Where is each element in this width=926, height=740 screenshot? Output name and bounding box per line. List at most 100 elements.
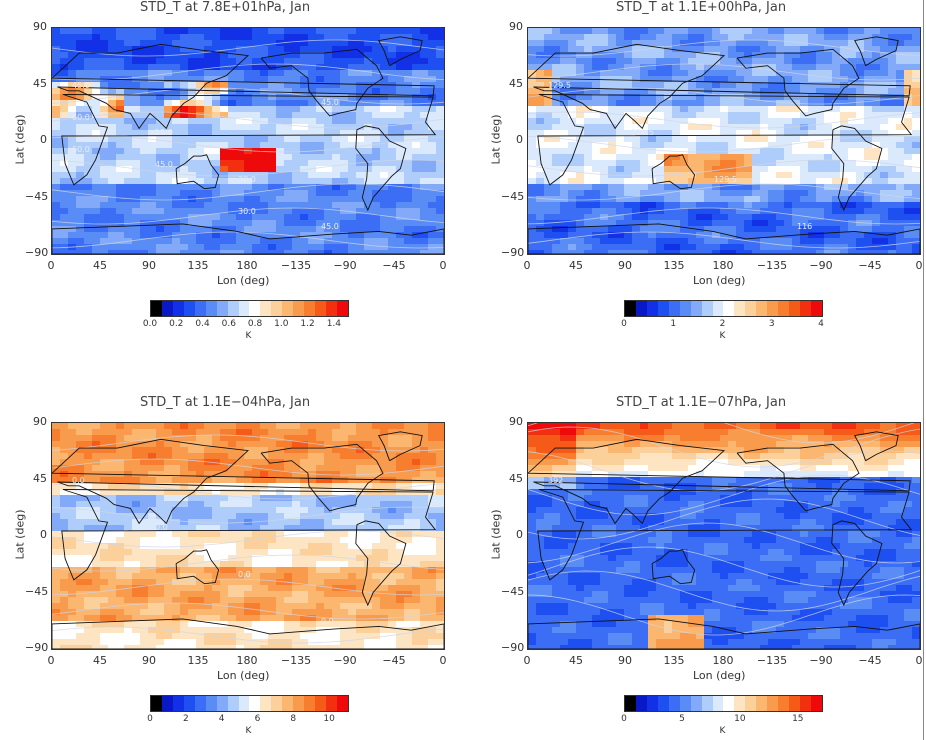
heatmap-cell — [92, 46, 101, 53]
heatmap-cell — [260, 76, 269, 83]
heatmap-cell — [292, 513, 301, 520]
heatmap-cell — [244, 429, 253, 436]
heatmap-cell — [380, 501, 389, 508]
heatmap-cell — [600, 148, 609, 155]
heatmap-cell — [132, 507, 141, 514]
heatmap-cell — [536, 142, 545, 149]
heatmap-cell — [108, 58, 117, 65]
heatmap-cell — [52, 196, 61, 203]
heatmap-cell — [428, 46, 437, 53]
heatmap-cell — [100, 34, 109, 41]
heatmap-cell — [132, 178, 141, 185]
heatmap-cell — [172, 178, 181, 185]
heatmap-cell — [356, 190, 365, 197]
heatmap-cell — [664, 94, 673, 101]
heatmap-cell — [728, 28, 737, 35]
heatmap-cell — [364, 250, 373, 254]
heatmap-cell — [364, 88, 373, 95]
heatmap-cell — [912, 154, 920, 161]
heatmap-cell — [188, 453, 197, 460]
heatmap-cell — [528, 238, 537, 245]
heatmap-cell — [896, 214, 905, 221]
heatmap-cell — [124, 471, 133, 478]
heatmap-cell — [212, 549, 221, 556]
heatmap-cell — [736, 178, 745, 185]
heatmap-cell — [156, 453, 165, 460]
heatmap-cell — [292, 465, 301, 472]
heatmap-cell — [180, 124, 189, 131]
heatmap-cell — [768, 208, 777, 215]
heatmap-cell — [324, 178, 333, 185]
heatmap-cell — [544, 166, 553, 173]
heatmap-cell — [372, 184, 381, 191]
heatmap-cell — [84, 124, 93, 131]
heatmap-cell — [816, 118, 825, 125]
heatmap-cell — [364, 525, 373, 532]
heatmap-cell — [600, 28, 609, 35]
heatmap-cell — [888, 70, 897, 77]
heatmap-cell — [156, 124, 165, 131]
heatmap-cell — [544, 46, 553, 53]
heatmap-cell — [236, 543, 245, 550]
heatmap-cell — [888, 58, 897, 65]
x-tick-label: 0 — [523, 259, 531, 272]
heatmap-cell — [364, 178, 373, 185]
heatmap-cell — [808, 250, 817, 254]
heatmap-cell — [132, 244, 141, 251]
heatmap-cell — [132, 52, 141, 59]
heatmap-cell — [768, 244, 777, 251]
heatmap-cell — [396, 238, 405, 245]
heatmap-cell — [672, 28, 681, 35]
heatmap-cell — [340, 76, 349, 83]
heatmap-cell — [872, 148, 881, 155]
heatmap-cell — [212, 423, 221, 430]
heatmap-cell — [100, 459, 109, 466]
heatmap-cell — [436, 130, 444, 137]
heatmap-cell — [912, 232, 920, 239]
heatmap-cell — [712, 136, 721, 143]
heatmap-cell — [324, 136, 333, 143]
heatmap-cell — [60, 232, 69, 239]
heatmap-cell — [680, 172, 689, 179]
heatmap-cell — [164, 76, 173, 83]
heatmap-cell — [148, 447, 157, 454]
heatmap-cell — [76, 489, 85, 496]
heatmap-cell — [172, 184, 181, 191]
heatmap-cell — [172, 130, 181, 137]
heatmap-cell — [912, 76, 920, 83]
heatmap-cell — [204, 250, 213, 254]
heatmap-cell — [156, 543, 165, 550]
heatmap-cell — [624, 88, 633, 95]
heatmap-cell — [744, 160, 753, 167]
heatmap-cell — [84, 447, 93, 454]
heatmap-cell — [252, 94, 261, 101]
heatmap-cell — [348, 519, 357, 526]
heatmap-cell — [696, 238, 705, 245]
heatmap-cell — [824, 244, 833, 251]
heatmap-cell — [244, 70, 253, 77]
heatmap-cell — [768, 112, 777, 119]
heatmap-cell — [428, 202, 437, 209]
heatmap-cell — [584, 40, 593, 47]
heatmap-cell — [528, 124, 537, 131]
heatmap-cell — [640, 220, 649, 227]
heatmap-cell — [428, 130, 437, 137]
heatmap-cell — [52, 549, 61, 556]
heatmap-cell — [848, 160, 857, 167]
heatmap-cell — [196, 196, 205, 203]
heatmap-cell — [348, 214, 357, 221]
heatmap-cell — [364, 112, 373, 119]
heatmap-cell — [300, 154, 309, 161]
heatmap-cell — [356, 58, 365, 65]
heatmap-cell — [380, 202, 389, 209]
heatmap-cell — [116, 501, 125, 508]
heatmap-cell — [728, 70, 737, 77]
heatmap-cell — [348, 154, 357, 161]
heatmap-cell — [704, 70, 713, 77]
heatmap-cell — [412, 100, 421, 107]
heatmap-cell — [332, 465, 341, 472]
heatmap-cell — [412, 130, 421, 137]
heatmap-cell — [164, 160, 173, 167]
heatmap-cell — [632, 28, 641, 35]
heatmap-cell — [584, 214, 593, 221]
